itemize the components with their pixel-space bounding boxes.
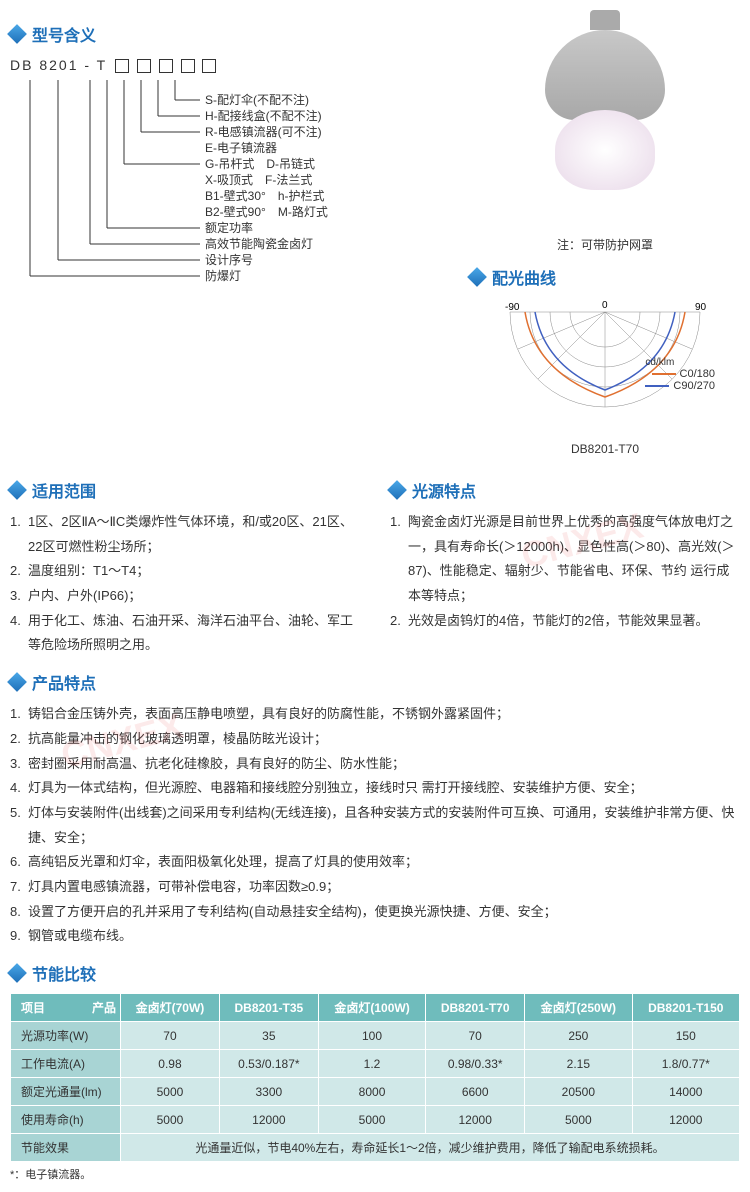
list-item: 3.户内、户外(IP66)； — [10, 584, 360, 609]
model-diagram: DB 8201 - T S-配灯 — [10, 54, 450, 327]
model-line: G-吊杆式 D-吊链式 — [205, 156, 315, 171]
legend-row: C0/180 — [645, 368, 715, 380]
model-line: B2-壁式90° M-路灯式 — [205, 204, 328, 219]
list-item: 9.钢管或电缆布线。 — [10, 924, 740, 949]
section-title: 型号含义 — [32, 22, 96, 46]
model-line: B1-壁式30° h-护栏式 — [205, 188, 325, 203]
placeholder-box — [137, 59, 151, 73]
polar-model-label: DB8201-T70 — [470, 442, 740, 456]
model-line: S-配灯伞(不配不注) — [205, 92, 309, 107]
model-line: X-吸顶式 F-法兰式 — [205, 173, 312, 187]
polar-chart: -90 0 90 cd/klm C0/180 C90/270 — [495, 297, 715, 437]
model-line: 额定功率 — [205, 220, 253, 235]
scope-block: 适用范围 1.1区、2区ⅡA～ⅡC类爆炸性气体环境，和/或20区、21区、22区… — [10, 466, 360, 658]
placeholder-box — [202, 59, 216, 73]
section-header-curve: 配光曲线 — [470, 265, 740, 289]
section-header-compare: 节能比较 — [10, 961, 740, 985]
polar-unit: cd/klm — [645, 357, 715, 368]
model-line: 设计序号 — [205, 252, 253, 267]
placeholder-box — [181, 59, 195, 73]
section-header-lightfeat: 光源特点 — [390, 478, 740, 502]
product-feature-list: 1.铸铝合金压铸外壳，表面高压静电喷塑，具有良好的防腐性能，不锈钢外露紧固件；2… — [10, 702, 740, 949]
list-item: 2.温度组别：T1～T4； — [10, 559, 360, 584]
list-item: 2.光效是卤钨灯的4倍，节能灯的2倍，节能效果显著。 — [390, 609, 740, 634]
section-header-prodfeat: 产品特点 — [10, 670, 740, 694]
list-item: 1.陶瓷金卤灯光源是目前世界上优秀的高强度气体放电灯之一，具有寿命长(＞1200… — [390, 510, 740, 609]
placeholder-box — [159, 59, 173, 73]
footnote: *：电子镇流器。 — [10, 1166, 740, 1182]
model-line: 防爆灯 — [205, 268, 241, 283]
diamond-icon — [467, 267, 487, 287]
svg-text:0: 0 — [602, 300, 608, 311]
section-header-scope: 适用范围 — [10, 478, 360, 502]
section-title: 光源特点 — [412, 478, 476, 502]
section-title: 适用范围 — [32, 478, 96, 502]
compare-table: 项目产品金卤灯(70W)DB8201-T35金卤灯(100W)DB8201-T7… — [10, 993, 740, 1162]
diamond-icon — [7, 24, 27, 44]
product-image — [515, 10, 695, 230]
diamond-icon — [7, 480, 27, 500]
diamond-icon — [7, 672, 27, 692]
model-line: H-配接线盒(不配不注) — [205, 108, 322, 123]
list-item: 1.铸铝合金压铸外壳，表面高压静电喷塑，具有良好的防腐性能，不锈钢外露紧固件； — [10, 702, 740, 727]
image-note: 注：可带防护网罩 — [470, 236, 740, 253]
list-item: 5.灯体与安装附件(出线套)之间采用专利结构(无线连接)，且各种安装方式的安装附… — [10, 801, 740, 850]
bracket-svg: S-配灯伞(不配不注) H-配接线盒(不配不注) R-电感镇流器(可不注) E-… — [10, 80, 410, 320]
legend-row: C90/270 — [645, 380, 715, 392]
diamond-icon — [387, 480, 407, 500]
list-item: 7.灯具内置电感镇流器，可带补偿电容，功率因数≥0.9； — [10, 875, 740, 900]
svg-text:-90: -90 — [505, 302, 520, 313]
model-line: R-电感镇流器(可不注) — [205, 124, 322, 139]
model-line: 高效节能陶瓷金卤灯 — [205, 236, 313, 251]
right-column: 注：可带防护网罩 配光曲线 — [470, 10, 740, 456]
list-item: 4.灯具为一体式结构，但光源腔、电器箱和接线腔分别独立，接线时只 需打开接线腔、… — [10, 776, 740, 801]
list-item: 3.密封圈采用耐高温、抗老化硅橡胶，具有良好的防尘、防水性能； — [10, 752, 740, 777]
placeholder-box — [115, 59, 129, 73]
section-header-model: 型号含义 — [10, 22, 450, 46]
model-code-row: DB 8201 - T — [10, 54, 450, 76]
list-item: 4.用于化工、炼油、石油开采、海洋石油平台、油轮、军工等危险场所照明之用。 — [10, 609, 360, 658]
list-item: 2.抗高能量冲击的钢化玻璃透明罩，棱晶防眩光设计； — [10, 727, 740, 752]
list-item: 6.高纯铝反光罩和灯伞，表面阳极氧化处理，提高了灯具的使用效率； — [10, 850, 740, 875]
model-prefix: DB 8201 - T — [10, 57, 107, 73]
list-item: 1.1区、2区ⅡA～ⅡC类爆炸性气体环境，和/或20区、21区、22区可燃性粉尘… — [10, 510, 360, 559]
diamond-icon — [7, 963, 27, 983]
list-item: 8.设置了方便开启的孔并采用了专利结构(自动悬挂安全结构)，使更换光源快捷、方便… — [10, 900, 740, 925]
light-feature-block: 光源特点 1.陶瓷金卤灯光源是目前世界上优秀的高强度气体放电灯之一，具有寿命长(… — [390, 466, 740, 658]
section-title: 节能比较 — [32, 961, 96, 985]
svg-text:90: 90 — [695, 302, 707, 313]
model-line: E-电子镇流器 — [205, 141, 277, 155]
section-title: 产品特点 — [32, 670, 96, 694]
section-title: 配光曲线 — [492, 265, 556, 289]
model-meaning-block: 型号含义 DB 8201 - T — [10, 10, 450, 456]
